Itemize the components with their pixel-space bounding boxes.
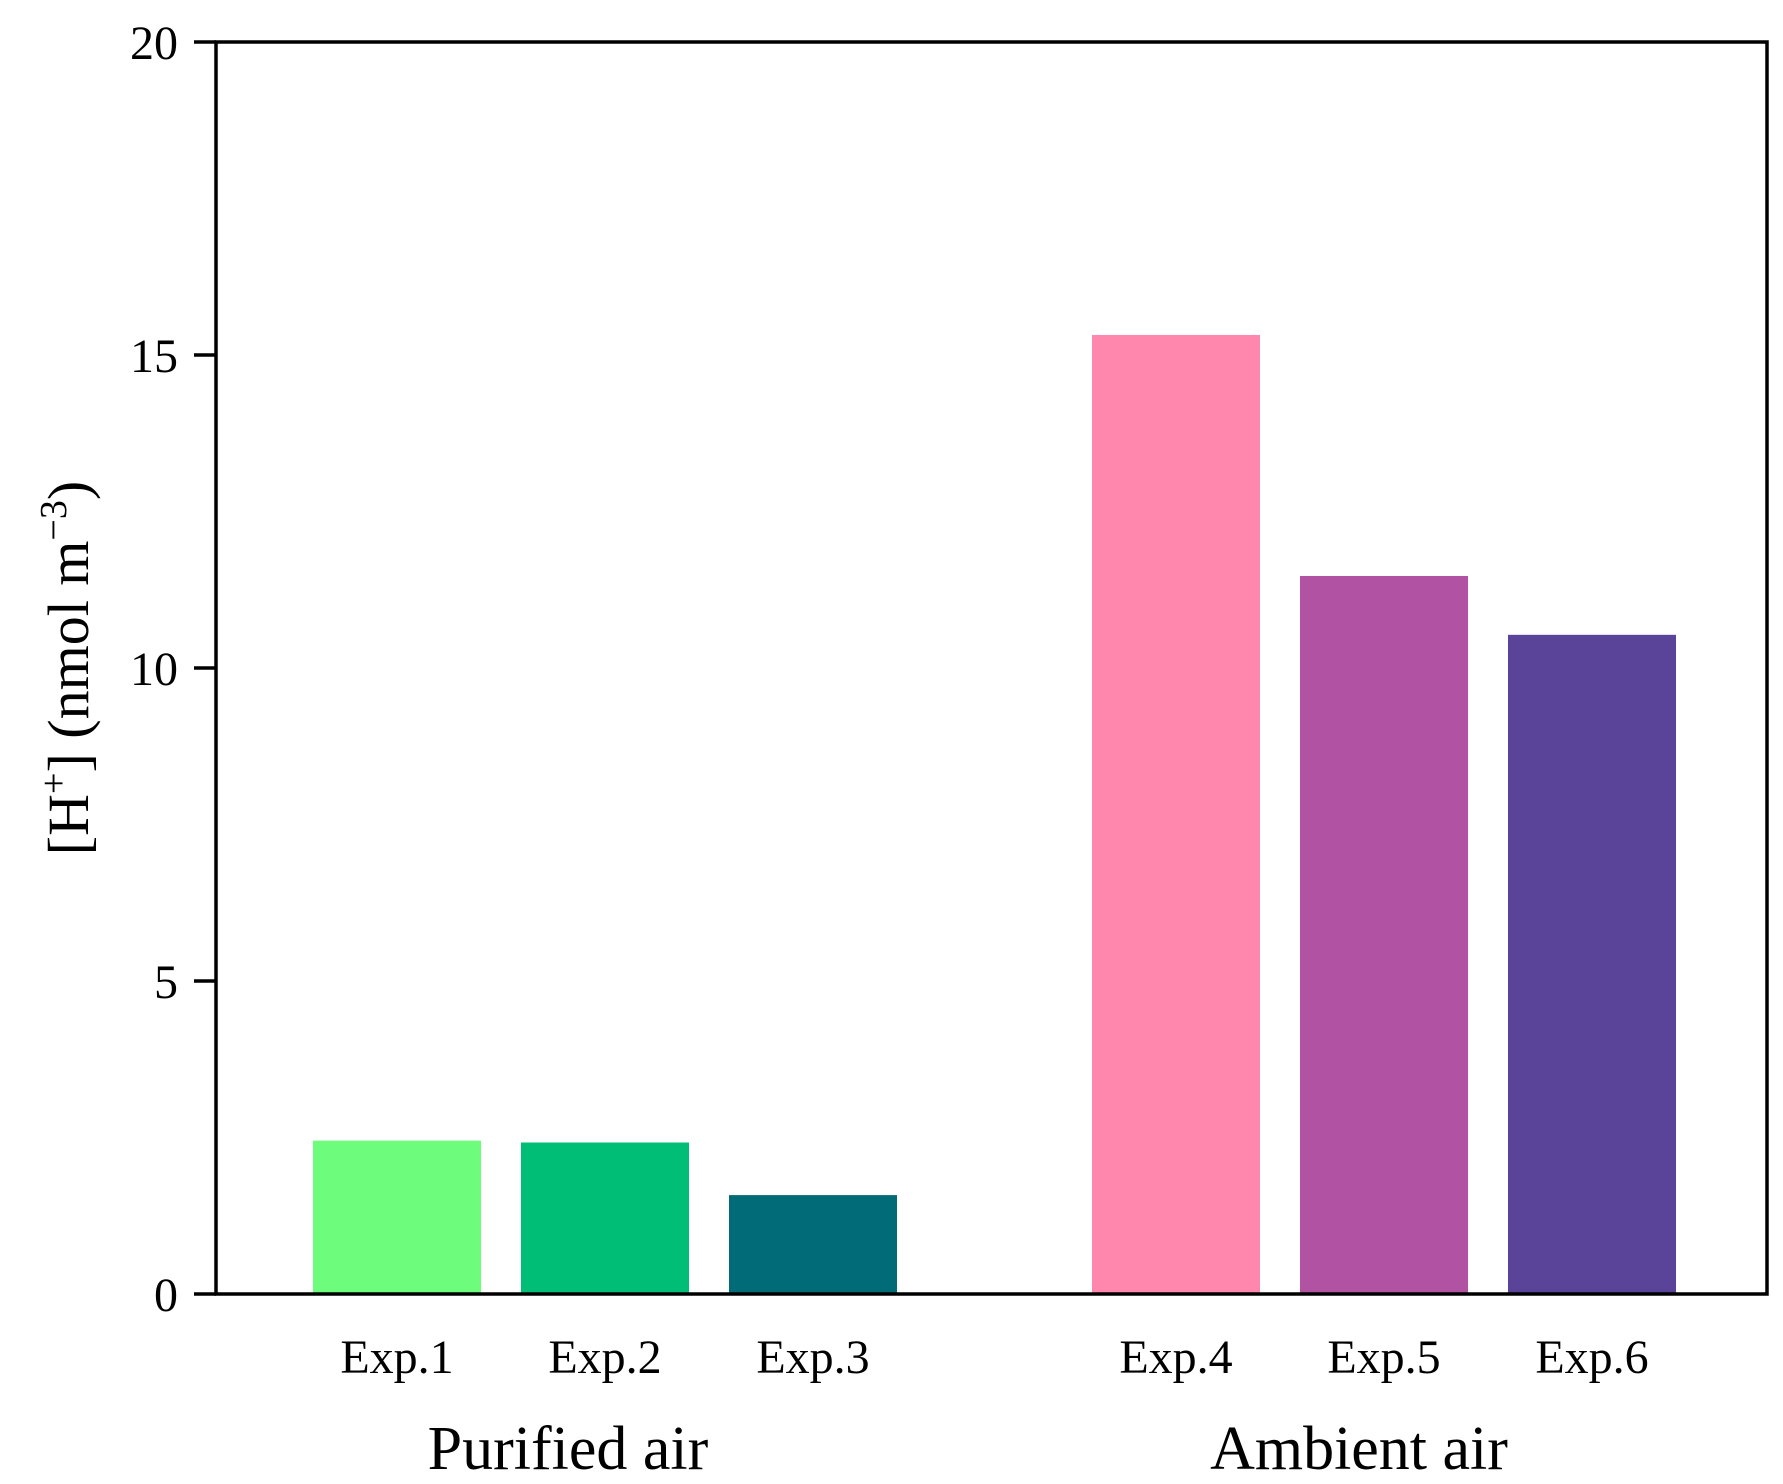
group-labels: Purified air Ambient air xyxy=(428,1415,1509,1483)
x-tick-label: Exp.2 xyxy=(548,1331,661,1384)
bar-exp-2 xyxy=(521,1142,689,1294)
y-tick-label: 0 xyxy=(154,1269,178,1322)
y-axis-title-prefix: [H xyxy=(36,794,101,855)
x-tick-label: Exp.4 xyxy=(1119,1331,1232,1384)
group-label: Ambient air xyxy=(1210,1415,1508,1483)
y-axis-title: [H+] (nmol m−3) xyxy=(33,481,101,855)
bar-exp-1 xyxy=(313,1140,481,1294)
bar-exp-5 xyxy=(1300,575,1468,1294)
y-tick-label: 15 xyxy=(130,330,178,383)
bar-exp-4 xyxy=(1092,334,1260,1294)
y-axis-title-unit-superscript: −3 xyxy=(33,500,75,540)
y-axis: 0 5 10 15 20 xyxy=(130,17,216,1322)
bars xyxy=(313,334,1676,1294)
group-label: Purified air xyxy=(428,1415,709,1483)
y-axis-title-superscript: + xyxy=(33,773,75,794)
y-axis-title-middle: ] (nmol m xyxy=(36,541,101,773)
y-tick-label: 10 xyxy=(130,643,178,696)
bar-exp-6 xyxy=(1508,634,1676,1294)
x-axis-labels: Exp.1 Exp.2 Exp.3 Exp.4 Exp.5 Exp.6 xyxy=(340,1331,1648,1384)
bar-exp-3 xyxy=(729,1195,897,1294)
y-axis-title-suffix: ) xyxy=(36,481,101,500)
y-tick-label: 20 xyxy=(130,17,178,70)
x-tick-label: Exp.3 xyxy=(756,1331,869,1384)
x-tick-label: Exp.6 xyxy=(1535,1331,1648,1384)
x-tick-label: Exp.1 xyxy=(340,1331,453,1384)
y-tick-label: 5 xyxy=(154,956,178,1009)
x-tick-label: Exp.5 xyxy=(1327,1331,1440,1384)
